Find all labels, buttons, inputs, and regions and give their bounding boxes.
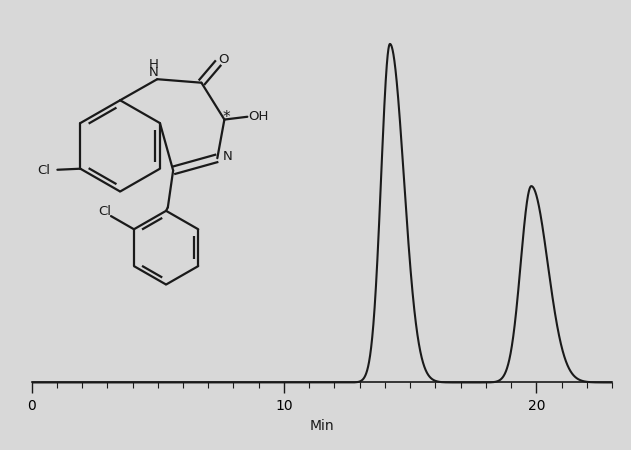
- Text: N: N: [149, 67, 158, 79]
- Text: O: O: [218, 53, 229, 66]
- Text: *: *: [223, 110, 231, 125]
- Text: Cl: Cl: [37, 164, 50, 177]
- Text: N: N: [223, 150, 233, 163]
- Text: Cl: Cl: [98, 205, 111, 218]
- Text: H: H: [149, 58, 158, 71]
- X-axis label: Min: Min: [309, 418, 334, 433]
- Text: OH: OH: [248, 109, 268, 122]
